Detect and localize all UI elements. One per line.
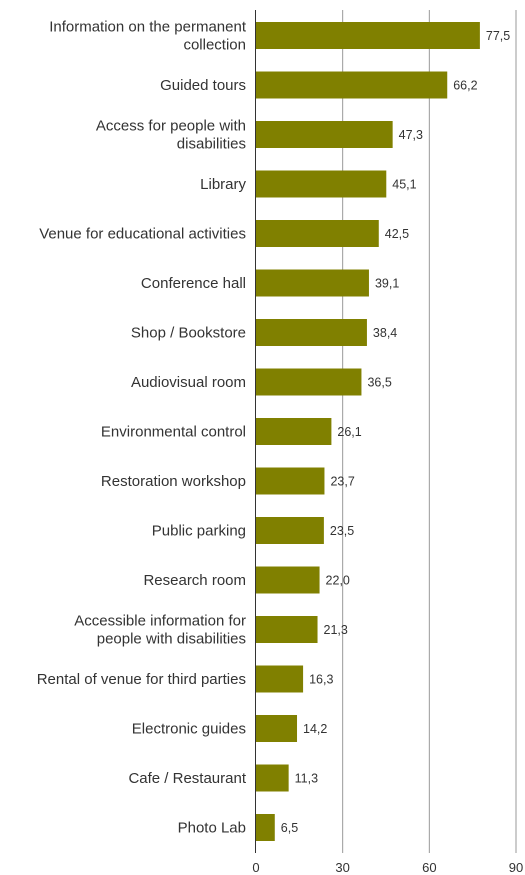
category-label-line: disabilities [177, 136, 246, 153]
category-label: Library [200, 176, 246, 193]
bar [256, 319, 367, 346]
category-label: Conference hall [141, 275, 246, 292]
data-label: 11,3 [295, 772, 318, 786]
bar [256, 121, 393, 148]
category-label-line: Library [200, 176, 246, 193]
data-label: 38,4 [373, 326, 397, 340]
category-label-line: Environmental control [101, 424, 246, 441]
bar [256, 566, 320, 594]
category-label: Cafe / Restaurant [128, 770, 246, 787]
category-label-line: Venue for educational activities [39, 226, 246, 243]
category-label: Accessible information for people with di… [74, 613, 246, 648]
data-label: 45,1 [392, 178, 416, 192]
category-label: Public parking [152, 523, 246, 540]
category-label: Information on the permanent collection [49, 19, 247, 54]
category-label-line: Rental of venue for third parties [37, 671, 246, 688]
bar [256, 220, 379, 247]
category-label: Rental of venue for third parties [37, 671, 246, 688]
category-label-line: collection [183, 37, 246, 54]
data-label: 21,3 [324, 623, 348, 637]
data-label: 42,5 [385, 227, 409, 241]
category-label: Access for people with disabilities [96, 118, 246, 153]
bar [256, 467, 325, 495]
x-tick-label: 90 [509, 860, 523, 875]
category-label-line: Guided tours [160, 77, 246, 94]
x-tick-label: 0 [252, 860, 259, 875]
data-label: 23,7 [330, 475, 354, 489]
data-label: 22,0 [326, 574, 350, 588]
data-label: 16,3 [309, 673, 333, 687]
category-label-line: Conference hall [141, 275, 246, 292]
data-label: 23,5 [330, 524, 354, 538]
category-label: Venue for educational activities [39, 226, 246, 243]
category-label: Guided tours [160, 77, 246, 94]
bar [256, 665, 304, 693]
bar [256, 269, 369, 297]
category-label-line: Accessible information for [74, 613, 246, 630]
category-label-line: Audiovisual room [131, 374, 246, 391]
data-label: 36,5 [367, 376, 391, 390]
category-label-line: Shop / Bookstore [131, 325, 246, 342]
data-label: 39,1 [375, 277, 399, 291]
category-label: Photo Lab [178, 820, 246, 837]
data-label: 6,5 [281, 821, 298, 835]
data-label: 26,1 [337, 425, 361, 439]
data-label: 66,2 [453, 79, 477, 93]
category-label-line: Photo Lab [178, 820, 246, 837]
category-label-line: Electronic guides [132, 721, 246, 738]
category-label-line: Research room [143, 572, 246, 589]
bar [256, 616, 318, 643]
bar [256, 764, 289, 792]
category-label-line: Access for people with [96, 118, 246, 135]
category-label-line: people with disabilities [97, 631, 246, 648]
category-label: Research room [143, 572, 246, 589]
category-label-line: Cafe / Restaurant [128, 770, 246, 787]
bar [256, 170, 387, 198]
category-label: Audiovisual room [131, 374, 246, 391]
x-tick-label: 60 [422, 860, 436, 875]
bar [256, 715, 298, 742]
data-label: 14,2 [303, 722, 327, 736]
category-label: Environmental control [101, 424, 246, 441]
category-label-line: Information on the permanent [49, 19, 247, 36]
bar [256, 418, 332, 445]
category-label-line: Restoration workshop [101, 473, 246, 490]
x-tick-label: 30 [335, 860, 349, 875]
bar [256, 22, 480, 49]
category-label-line: Public parking [152, 523, 246, 540]
bar [256, 814, 275, 841]
category-label: Shop / Bookstore [131, 325, 246, 342]
category-label: Restoration workshop [101, 473, 246, 490]
data-label: 47,3 [399, 128, 423, 142]
data-label: 77,5 [486, 29, 510, 43]
category-label: Electronic guides [132, 721, 246, 738]
bar [256, 71, 448, 99]
bar [256, 517, 324, 544]
bar [256, 368, 362, 396]
